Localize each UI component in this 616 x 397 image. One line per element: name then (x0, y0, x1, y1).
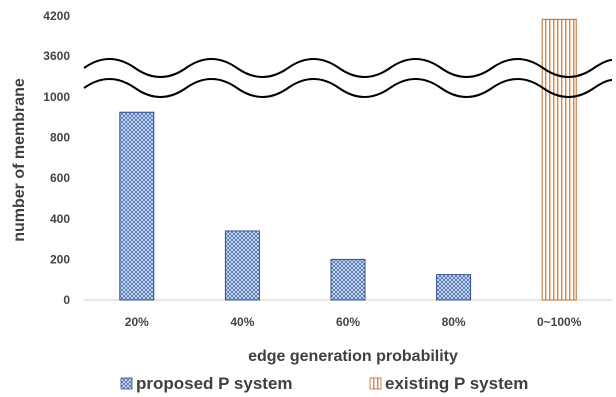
y-tick-label: 0 (63, 293, 70, 307)
y-axis-title: number of membrane (11, 78, 28, 242)
legend-swatch-existing (369, 377, 382, 390)
x-tick-label: 80% (442, 315, 466, 329)
y-tick-label: 200 (50, 252, 70, 266)
legend-label-proposed: proposed P system (136, 374, 293, 393)
y-axis-ticks: 0 200 400 600 800 1000 3600 4200 (43, 9, 70, 307)
bar-proposed (119, 111, 155, 301)
legend: proposed P system existing P system (120, 374, 528, 393)
axis-break-wave-bottom (83, 78, 613, 98)
bars (119, 18, 577, 301)
x-tick-label: 40% (230, 315, 254, 329)
legend-swatch-proposed (120, 377, 133, 390)
x-tick-label: 60% (336, 315, 360, 329)
y-tick-label: 1000 (43, 90, 70, 104)
x-tick-label: 0~100% (537, 315, 582, 329)
x-axis-title: edge generation probability (248, 348, 458, 365)
bar-proposed (436, 274, 472, 301)
y-tick-label: 3600 (43, 49, 70, 63)
x-axis-ticks: 20% 40% 60% 80% 0~100% (125, 315, 582, 329)
bar-proposed (224, 230, 260, 301)
y-tick-label: 400 (50, 212, 70, 226)
x-tick-label: 20% (125, 315, 149, 329)
legend-item-existing: existing P system (369, 374, 528, 393)
y-tick-label: 600 (50, 171, 70, 185)
legend-item-proposed: proposed P system (120, 374, 293, 393)
y-tick-label: 4200 (43, 9, 70, 23)
axis-break (83, 58, 613, 98)
axis-break-wave-top (83, 58, 613, 78)
legend-label-existing: existing P system (385, 374, 528, 393)
bar-proposed (330, 258, 366, 301)
bar-existing (541, 18, 577, 301)
y-tick-label: 800 (50, 131, 70, 145)
